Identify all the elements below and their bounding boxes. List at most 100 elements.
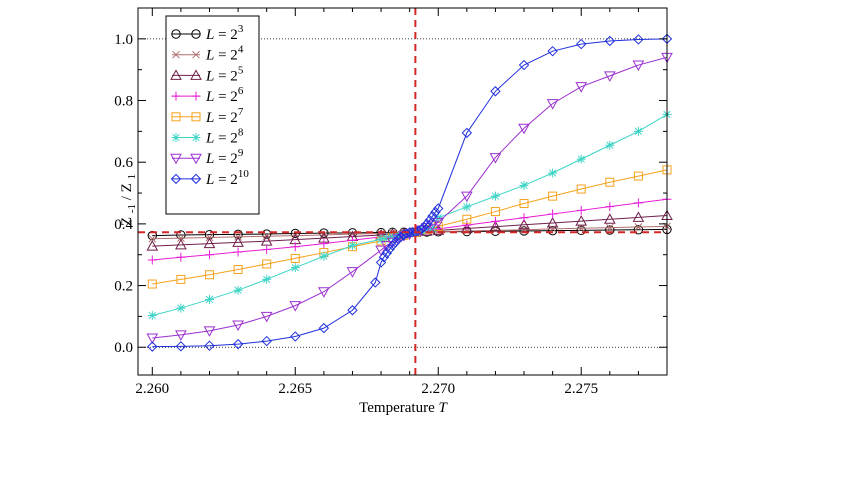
- data-point: [632, 60, 645, 72]
- legend-label-base: L: [205, 131, 214, 147]
- legend-entry: L = 210: [170, 168, 249, 188]
- data-point: [546, 99, 559, 110]
- legend-label: L = 28: [205, 127, 244, 147]
- data-point: [548, 191, 558, 201]
- legend-label-exponent: 9: [238, 147, 244, 159]
- data-point: [191, 133, 201, 142]
- legend-entry: L = 23: [171, 23, 244, 43]
- data-point: [176, 274, 186, 284]
- data-point: [428, 224, 438, 234]
- y-axis-title: Z -1 / Z 1: [119, 174, 139, 226]
- data-point: [421, 218, 433, 230]
- data-point: [346, 267, 359, 278]
- data-point: [191, 29, 201, 39]
- data-point: [170, 173, 182, 185]
- data-point: [633, 198, 643, 208]
- data-point: [261, 229, 272, 239]
- data-point: [382, 233, 392, 243]
- data-point: [605, 177, 615, 187]
- data-point: [204, 340, 215, 351]
- data-point: [233, 285, 243, 295]
- data-point: [605, 140, 615, 150]
- data-point: [490, 207, 500, 217]
- data-point: [603, 71, 616, 82]
- data-point: [261, 335, 272, 347]
- data-point: [191, 112, 201, 122]
- data-point: [548, 209, 558, 219]
- data-point: [204, 250, 214, 260]
- data-point: [147, 255, 157, 265]
- legend-entry: L = 25: [170, 64, 244, 84]
- data-point: [319, 251, 329, 261]
- axes-layer: 2.260 2.265 2.270 2.275 0.0 0.2 0.4 0.6 0.8 1.0: [114, 7, 668, 397]
- data-point: [576, 154, 586, 164]
- data-point: [176, 252, 186, 262]
- y-tick-label: 0.8: [114, 94, 133, 110]
- legend-label: L = 24: [205, 44, 244, 64]
- legend-entry: L = 24: [172, 44, 244, 64]
- data-point: [605, 202, 615, 212]
- legend-label-base: L: [205, 89, 214, 105]
- data-point: [203, 237, 216, 249]
- data-point: [192, 50, 200, 59]
- data-point: [190, 69, 202, 80]
- legend-label-base: L: [205, 110, 214, 126]
- data-point: [399, 229, 409, 239]
- data-point: [289, 301, 302, 312]
- data-point: [633, 34, 644, 45]
- data-point: [632, 211, 645, 222]
- y-tick-label: 0.2: [114, 279, 133, 295]
- data-point: [575, 215, 588, 226]
- data-point: [370, 277, 381, 288]
- data-point: [147, 310, 157, 320]
- legend-label-rest: = 2: [214, 48, 237, 64]
- data-point: [148, 234, 157, 243]
- data-point: [232, 236, 244, 247]
- data-point: [290, 228, 300, 239]
- data-point: [519, 199, 529, 209]
- data-point: [262, 274, 272, 284]
- data-point: [203, 326, 216, 337]
- y-axis-denominator: Z: [119, 183, 135, 192]
- data-point: [387, 232, 397, 242]
- legend-label-base: L: [205, 27, 214, 43]
- data-point: [387, 240, 398, 251]
- data-point: [319, 239, 329, 249]
- data-point: [233, 265, 243, 275]
- data-point: [147, 341, 158, 352]
- data-point: [416, 226, 426, 236]
- data-point: [405, 228, 415, 238]
- legend-label-base: L: [205, 48, 214, 64]
- data-point: [547, 45, 558, 57]
- data-point: [546, 216, 559, 228]
- data-point: [462, 214, 472, 224]
- data-point: [146, 333, 159, 345]
- legend-label-exponent: 4: [238, 44, 244, 56]
- data-point: [172, 50, 180, 59]
- legend-label-rest: = 2: [214, 131, 237, 147]
- data-point: [176, 303, 186, 313]
- legend-label: L = 26: [205, 85, 244, 105]
- legend-label-exponent: 5: [238, 64, 244, 76]
- data-point: [548, 168, 558, 178]
- data-point: [633, 225, 644, 235]
- data-point: [290, 263, 300, 273]
- data-point: [290, 331, 301, 342]
- legend-label: L = 23: [205, 23, 244, 43]
- y-tick-label: 0.6: [114, 155, 133, 171]
- legend-label: L = 210: [205, 168, 249, 188]
- data-point: [577, 224, 586, 233]
- data-point: [190, 153, 202, 165]
- data-point: [490, 191, 500, 201]
- data-point: [490, 86, 501, 97]
- data-point: [190, 173, 202, 185]
- legend-label-exponent: 3: [238, 23, 244, 35]
- legend-label-rest: = 2: [214, 89, 237, 105]
- data-point: [603, 213, 616, 224]
- legend-box: [165, 15, 260, 215]
- x-tick-label: 2.265: [278, 381, 312, 397]
- legend-label: L = 29: [205, 147, 244, 167]
- data-point: [576, 205, 586, 215]
